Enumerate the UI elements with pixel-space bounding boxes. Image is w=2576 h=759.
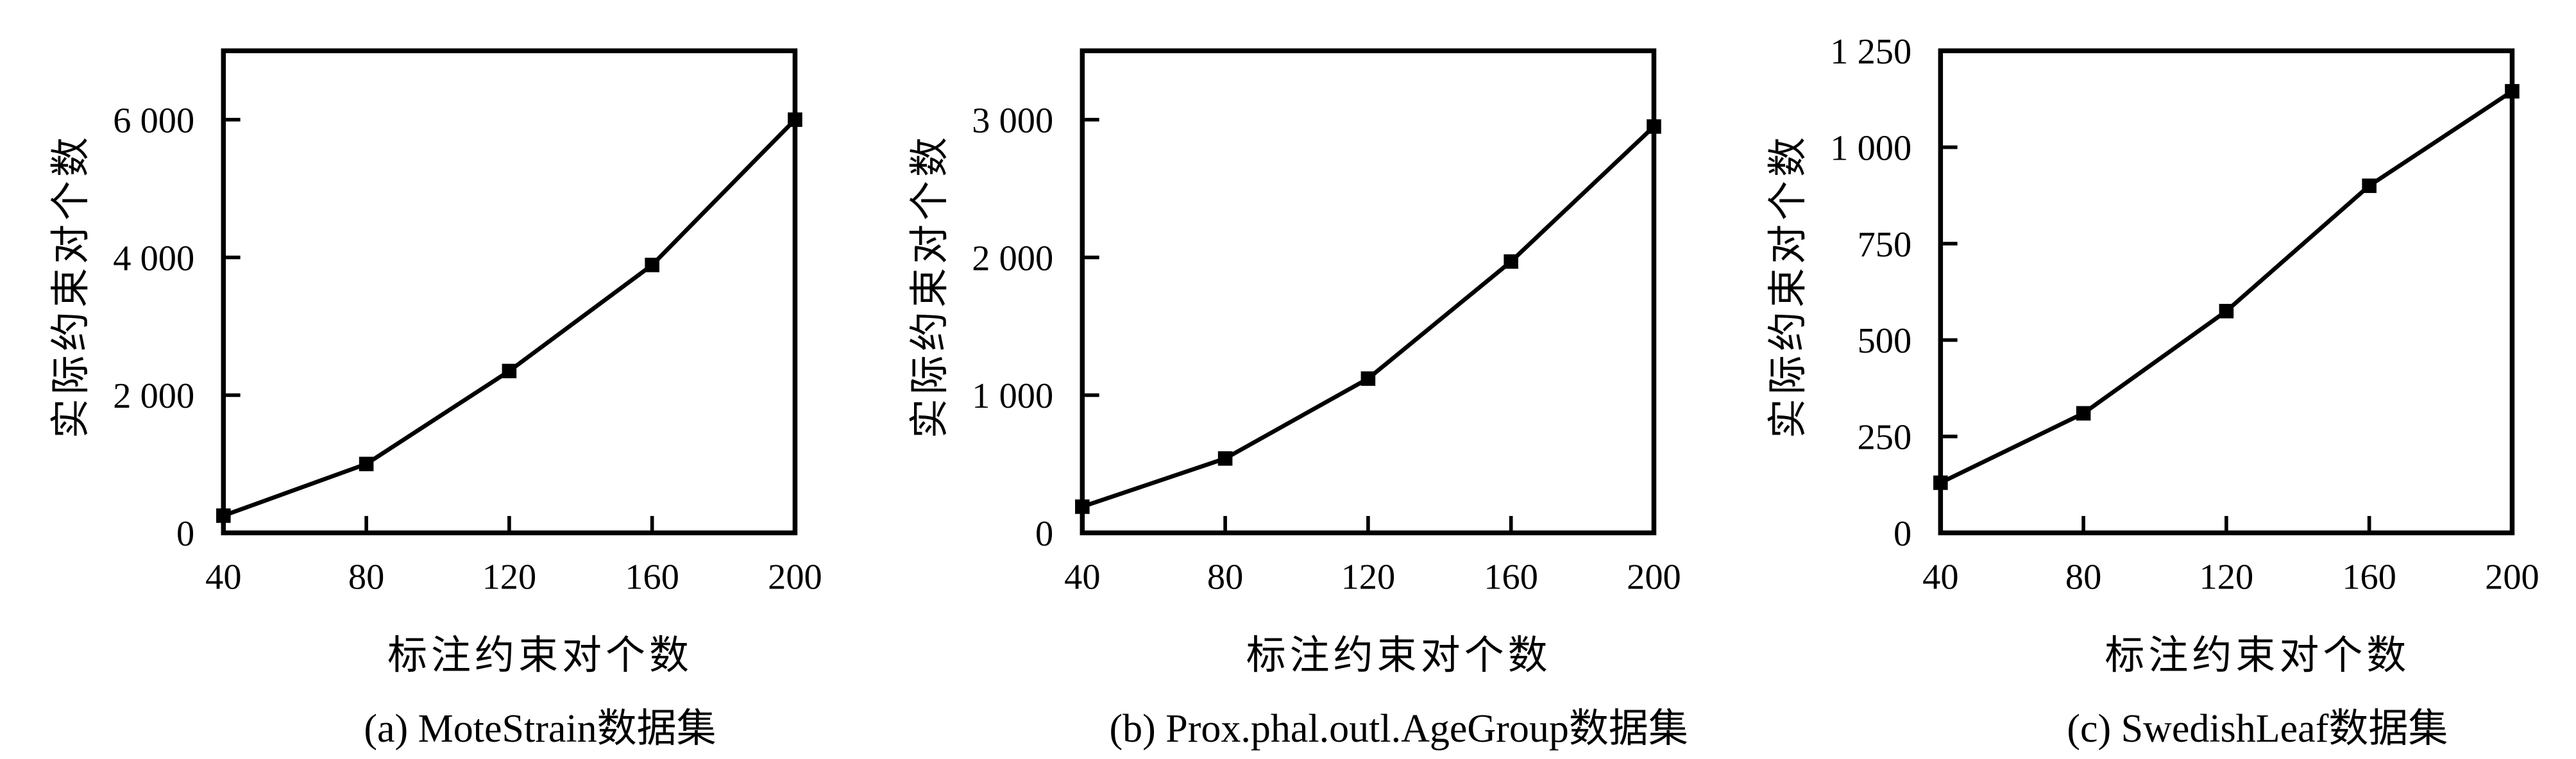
panel-caption-b: (b) Prox.phal.outl.AgeGroup数据集 [1109,707,1688,751]
y-tick-label: 0 [1894,514,1911,554]
x-tick-label: 200 [768,558,822,597]
y-tick-label: 250 [1858,418,1912,458]
data-point-marker [1646,119,1661,134]
data-point-marker [1074,499,1090,514]
plot-border [221,48,798,536]
x-tick-label: 160 [2343,558,2397,597]
y-tick-label: 500 [1858,321,1912,361]
plot-border [1080,48,1656,536]
data-point-marker [216,508,231,523]
chart-panel-b: 0 1 000 2 000 3 000 40 80 120 160 200 实际约束对个数 标注… [885,10,1692,759]
chart-panel-c: 0 250 500 750 1 000 1 250 40 80 120 160 200 实际约束对个… [1743,10,2550,759]
x-tick-label: 40 [1922,558,1958,597]
data-point-marker [502,363,517,379]
y-tick-label: 4 000 [113,238,194,278]
y-axis-title-a: 实际约束对个数 [49,133,93,439]
chart-canvas-b: 0 1 000 2 000 3 000 40 80 120 160 200 [972,48,1681,597]
data-point-marker [1360,371,1375,386]
chart-canvas-a: 0 2 000 4 000 6 000 40 80 120 160 200 [113,48,822,597]
data-point-marker [1217,451,1233,466]
panel-caption-a: (a) MoteStrain数据集 [364,707,716,751]
x-tick-label: 120 [2199,558,2254,597]
data-point-marker [1504,254,1518,269]
y-tick-label: 1 250 [1831,32,1912,72]
data-point-marker [359,456,374,472]
panel-caption-c: (c) SwedishLeaf数据集 [2067,707,2448,751]
x-tick-label: 200 [1627,558,1681,597]
data-line [1940,89,2514,485]
chart-canvas-c: 0 250 500 750 1 000 1 250 40 80 120 160 200 [1831,32,2539,597]
x-tick-label: 40 [1064,558,1100,597]
y-tick-label: 1 000 [972,376,1053,416]
y-tick-label: 2 000 [972,238,1053,278]
x-tick-label: 40 [205,558,241,597]
data-line [223,118,797,518]
x-axis-title-a: 标注约束对个数 [387,634,693,678]
x-tick-label: 80 [1207,558,1243,597]
x-axis-title-b: 标注约束对个数 [1246,634,1552,678]
y-axis-title-c: 实际约束对个数 [1767,133,1811,439]
data-point-marker [645,258,659,272]
x-tick-label: 160 [625,558,679,597]
x-tick-label: 120 [1341,558,1395,597]
x-tick-label: 160 [1484,558,1538,597]
x-tick-label: 200 [2485,558,2539,597]
data-point-marker [1933,475,1948,490]
x-axis-title-c: 标注约束对个数 [2105,634,2411,678]
y-tick-label: 0 [1035,514,1053,554]
data-point-marker [788,112,802,127]
y-tick-label: 0 [176,514,194,554]
data-point-marker [2219,304,2234,319]
y-axis-title-b: 实际约束对个数 [908,133,952,439]
x-tick-label: 80 [348,558,384,597]
y-tick-label: 1 000 [1831,128,1912,168]
chart-panel-a: 0 2 000 4 000 6 000 40 80 120 160 200 实际约束对个数 标注… [26,10,833,759]
y-tick-label: 3 000 [972,101,1053,140]
data-line [1081,125,1656,509]
plot-border [1938,48,2515,536]
y-tick-label: 6 000 [113,101,194,140]
data-point-marker [2362,178,2377,194]
data-point-marker [2076,406,2091,421]
x-tick-label: 80 [2065,558,2101,597]
y-tick-label: 750 [1858,225,1912,265]
y-tick-label: 2 000 [113,376,194,416]
x-tick-label: 120 [482,558,537,597]
data-point-marker [2505,84,2520,99]
